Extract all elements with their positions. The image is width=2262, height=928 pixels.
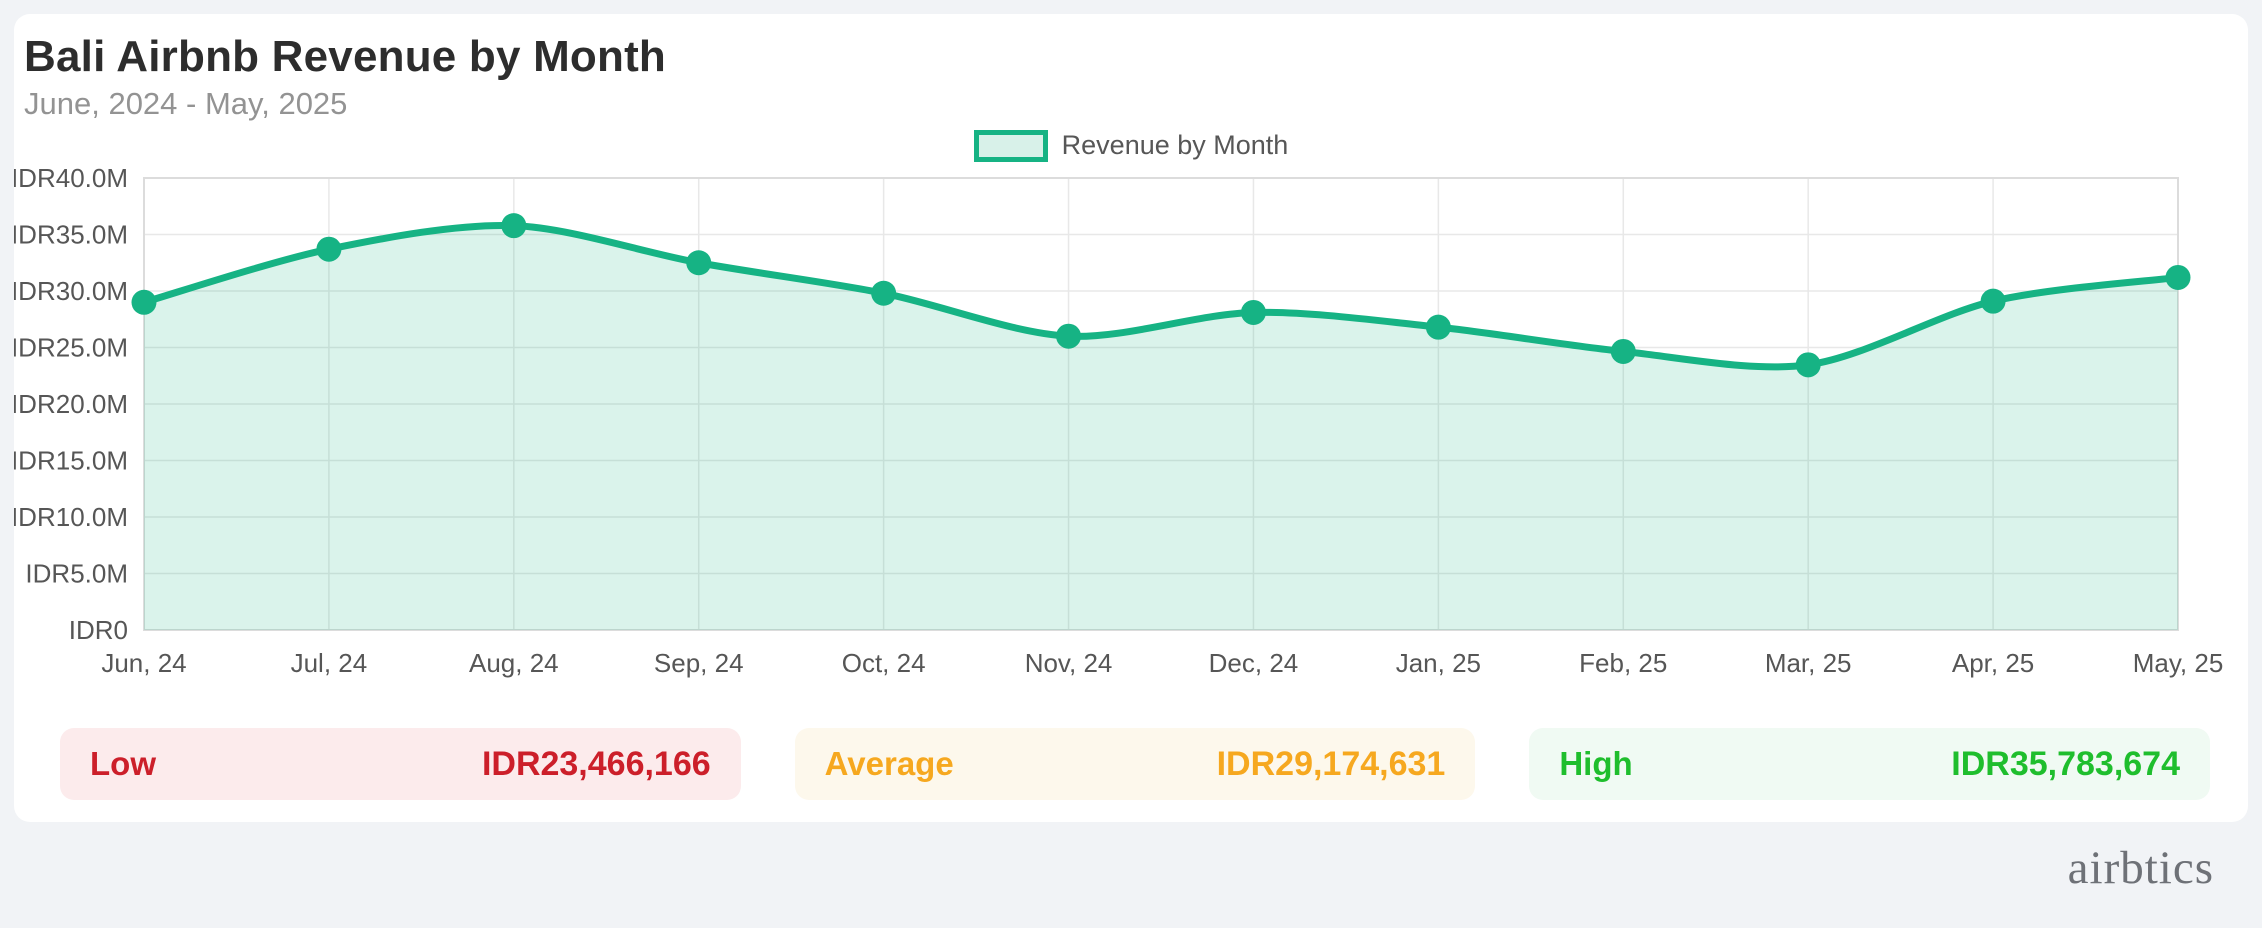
x-tick-label: Dec, 24 (1209, 648, 1299, 678)
stat-high-value: IDR35,783,674 (1951, 744, 2181, 783)
data-point[interactable] (131, 289, 157, 315)
revenue-chart: IDR0 IDR5.0M IDR10.0M IDR15.0M IDR20.0M IDR25… (14, 163, 2224, 678)
revenue-line (140, 221, 2182, 371)
y-tick-label: IDR20.0M (14, 389, 128, 419)
data-point[interactable] (1980, 288, 2006, 314)
x-tick-label: Sep, 24 (654, 648, 744, 678)
data-point[interactable] (1056, 323, 1082, 349)
stat-average-label: Average (824, 745, 954, 782)
x-tick-label: Jul, 24 (291, 648, 368, 678)
stat-high-label: High (1559, 745, 1633, 782)
data-point[interactable] (1610, 338, 1636, 364)
legend-swatch-icon (973, 129, 1048, 162)
airbtics-logo: airbtics (2067, 842, 2214, 894)
x-tick-label: Feb, 25 (1579, 648, 1667, 678)
data-point[interactable] (501, 213, 527, 239)
footer: airbtics (0, 822, 2262, 914)
stat-card-low: Low IDR23,466,166 (60, 728, 741, 800)
x-tick-label: Apr, 25 (1952, 648, 2034, 678)
data-point[interactable] (1795, 352, 1821, 378)
y-tick-label: IDR40.0M (14, 163, 128, 193)
stat-low-value: IDR23,466,166 (481, 744, 711, 783)
stat-low-label: Low (90, 745, 156, 782)
page-title: Bali Airbnb Revenue by Month (24, 32, 667, 81)
y-tick-label: IDR30.0M (14, 276, 128, 306)
x-tick-label: May, 25 (2133, 648, 2224, 678)
stat-card-high: High IDR35,783,674 (1529, 728, 2211, 800)
y-tick-label: IDR35.0M (14, 220, 128, 250)
data-point[interactable] (871, 280, 897, 306)
y-tick-label: IDR5.0M (25, 559, 128, 589)
data-point[interactable] (686, 250, 712, 276)
plot-border (143, 177, 2179, 631)
x-tick-label: Jan, 25 (1396, 648, 1481, 678)
y-tick-label: IDR10.0M (14, 502, 128, 532)
stat-card-average: Average IDR29,174,631 (794, 728, 1476, 800)
chart-card: Bali Airbnb Revenue by Month June, 2024 … (14, 14, 2248, 822)
data-point[interactable] (316, 236, 342, 262)
x-tick-label: Jun, 24 (101, 648, 186, 678)
stats-row: Low IDR23,466,166 Average IDR29,174,631 … (60, 728, 2211, 800)
stat-average-value: IDR29,174,631 (1216, 744, 1446, 783)
chart-legend[interactable]: Revenue by Month (14, 129, 2248, 162)
revenue-area (144, 225, 2178, 631)
x-tick-label: Mar, 25 (1765, 648, 1852, 678)
data-point[interactable] (1240, 299, 1266, 325)
x-tick-label: Nov, 24 (1025, 648, 1113, 678)
data-point[interactable] (1425, 314, 1451, 340)
y-tick-label: IDR15.0M (14, 446, 128, 476)
x-tick-label: Aug, 24 (469, 648, 559, 678)
data-point[interactable] (2165, 264, 2191, 290)
y-tick-label: IDR0 (69, 615, 128, 645)
x-tick-label: Oct, 24 (842, 648, 926, 678)
legend-label: Revenue by Month (1061, 130, 1289, 160)
date-range-subtitle: June, 2024 - May, 2025 (24, 86, 348, 121)
y-tick-label: IDR25.0M (14, 333, 128, 363)
